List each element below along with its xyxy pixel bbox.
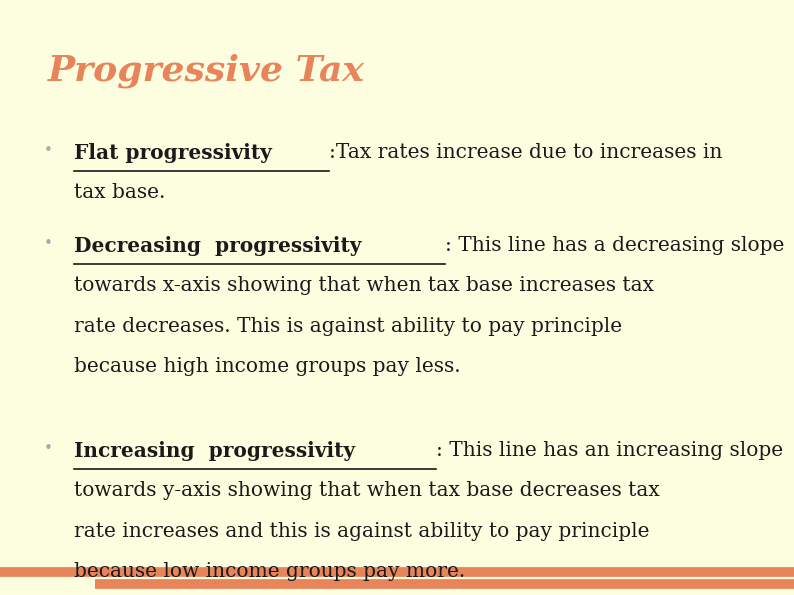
Text: : This line has an increasing slope: : This line has an increasing slope [437,441,784,460]
Text: because low income groups pay more.: because low income groups pay more. [74,562,465,581]
Text: towards x-axis showing that when tax base increases tax: towards x-axis showing that when tax bas… [74,276,653,295]
Text: towards y-axis showing that when tax base decreases tax: towards y-axis showing that when tax bas… [74,481,660,500]
Text: Increasing  progressivity: Increasing progressivity [74,441,355,461]
Text: rate increases and this is against ability to pay principle: rate increases and this is against abili… [74,522,649,541]
Text: •: • [44,441,52,456]
Text: : This line has a decreasing slope: : This line has a decreasing slope [445,236,784,255]
Text: •: • [44,236,52,250]
Text: rate decreases. This is against ability to pay principle: rate decreases. This is against ability … [74,317,622,336]
Text: tax base.: tax base. [74,183,165,202]
Text: Progressive Tax: Progressive Tax [48,54,364,88]
Text: :Tax rates increase due to increases in: :Tax rates increase due to increases in [329,143,723,162]
Text: Decreasing  progressivity: Decreasing progressivity [74,236,361,256]
Text: Flat progressivity: Flat progressivity [74,143,272,163]
Text: •: • [44,143,52,158]
Text: because high income groups pay less.: because high income groups pay less. [74,357,461,376]
